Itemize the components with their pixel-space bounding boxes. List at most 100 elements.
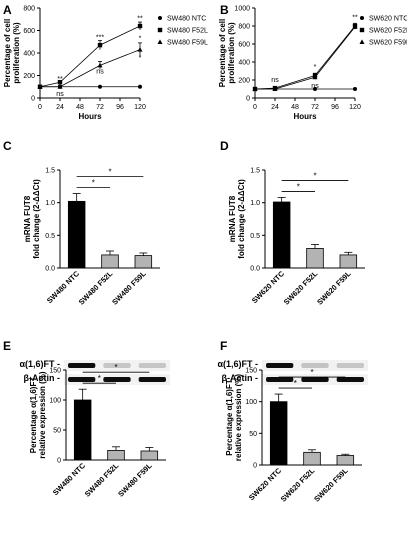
blot-band xyxy=(336,363,364,368)
data-point xyxy=(312,74,318,80)
data-point xyxy=(98,84,102,89)
significance-label: * xyxy=(92,179,95,188)
blot-strip xyxy=(262,360,368,371)
x-tick-label: 120 xyxy=(349,104,361,111)
x-tick-label: 48 xyxy=(291,104,299,111)
y-tick-label: 600 xyxy=(23,28,35,35)
legend-marker xyxy=(157,27,163,33)
y-axis-label: relative expression (%) xyxy=(234,374,243,461)
y-axis-label: Percentage α(1,6)FT xyxy=(29,377,38,454)
x-tick-label: 0 xyxy=(38,104,42,111)
bar xyxy=(303,451,321,466)
panel-letter: F xyxy=(220,339,227,353)
x-tick-label: 48 xyxy=(76,104,84,111)
y-tick-label: 100 xyxy=(245,399,257,406)
bar xyxy=(134,255,153,269)
y-axis-label: fold change (2-ΔΔCt) xyxy=(32,179,41,259)
blot-label: α(1,6)FT - xyxy=(217,359,258,369)
legend-label: SW480 F52L xyxy=(167,28,208,35)
y-tick-label: 0.5 xyxy=(45,233,55,240)
x-tick-label: SW480 F59L xyxy=(116,461,154,499)
y-tick-label: 200 xyxy=(238,78,250,85)
y-tick-label: 0 xyxy=(253,463,257,470)
x-axis-label: Hours xyxy=(293,112,317,121)
x-tick-label: SW480 F59L xyxy=(110,269,148,307)
blot-band xyxy=(266,363,294,368)
panel-letter: C xyxy=(3,139,12,153)
bar xyxy=(107,449,125,461)
legend-marker xyxy=(359,39,365,44)
y-tick-label: 100 xyxy=(49,398,61,405)
series-line xyxy=(254,25,356,90)
data-point xyxy=(137,23,143,29)
x-tick-label: 120 xyxy=(134,104,146,111)
y-tick-label: 0 xyxy=(31,96,35,103)
panel-letter: A xyxy=(3,3,12,17)
y-axis-label: Percentage of cell xyxy=(3,19,12,87)
x-tick-label: 24 xyxy=(271,104,279,111)
data-point xyxy=(97,62,103,68)
significance-label: ns xyxy=(56,91,64,98)
data-point xyxy=(352,24,358,29)
blot-band xyxy=(266,377,294,382)
blot-band xyxy=(301,363,329,368)
data-point xyxy=(313,87,317,91)
bar xyxy=(140,450,159,461)
data-point xyxy=(353,87,357,91)
significance-label: * xyxy=(114,363,117,372)
significance-label: * xyxy=(310,368,313,377)
y-axis-label: relative expression (%) xyxy=(38,371,47,458)
y-axis-label: Percentage of cell xyxy=(218,19,227,87)
bar xyxy=(101,254,119,269)
y-tick-label: 1.0 xyxy=(45,200,55,207)
panel-letter: E xyxy=(3,339,11,353)
y-tick-label: 1.5 xyxy=(250,168,260,175)
y-tick-label: 400 xyxy=(23,51,35,58)
y-tick-label: 0 xyxy=(57,458,61,465)
x-tick-label: 72 xyxy=(311,104,319,111)
blot-band xyxy=(301,377,329,382)
y-tick-label: 150 xyxy=(245,368,257,375)
x-tick-label: 72 xyxy=(96,104,104,111)
x-tick-label: 0 xyxy=(253,104,257,111)
y-tick-label: 600 xyxy=(238,42,250,49)
significance-label: ns xyxy=(271,77,279,84)
y-tick-label: 1000 xyxy=(234,6,250,13)
significance-label: *** xyxy=(96,35,104,42)
data-point xyxy=(272,86,278,91)
significance-label: ns xyxy=(311,83,319,90)
y-tick-label: 400 xyxy=(238,60,250,67)
x-tick-label: SW480 F52L xyxy=(77,269,115,307)
x-tick-label: SW620 F52L xyxy=(279,466,317,504)
data-point xyxy=(252,86,258,91)
x-tick-label: SW620 F59L xyxy=(315,269,353,307)
blot-label: α(1,6)FT - xyxy=(19,359,60,369)
y-tick-label: 1.5 xyxy=(45,168,55,175)
x-tick-label: SW620 F52L xyxy=(282,269,320,307)
y-tick-label: 1.0 xyxy=(250,200,260,207)
significance-label: * xyxy=(314,64,317,71)
series-line xyxy=(255,26,356,90)
bar xyxy=(272,201,291,269)
blot-band xyxy=(138,363,166,368)
significance-label: * xyxy=(294,379,297,388)
legend-marker xyxy=(158,16,162,20)
legend-marker xyxy=(360,16,364,20)
significance-label: * xyxy=(313,171,316,180)
legend-marker xyxy=(157,39,163,44)
x-tick-label: 96 xyxy=(331,104,339,111)
bar xyxy=(73,399,92,461)
data-point xyxy=(138,84,142,89)
y-tick-label: 800 xyxy=(238,24,250,31)
bar xyxy=(339,254,358,269)
legend-label: SW620 NTC xyxy=(369,16,407,23)
data-point xyxy=(97,42,103,48)
legend-label: SW480 NTC xyxy=(167,16,206,23)
significance-label: ** xyxy=(57,76,63,83)
significance-label: * xyxy=(98,374,101,383)
legend-label: SW620 F59L xyxy=(369,40,407,47)
legend-marker xyxy=(359,27,365,33)
y-axis-label: proliferation (%) xyxy=(227,22,236,84)
blot-band xyxy=(103,363,131,368)
